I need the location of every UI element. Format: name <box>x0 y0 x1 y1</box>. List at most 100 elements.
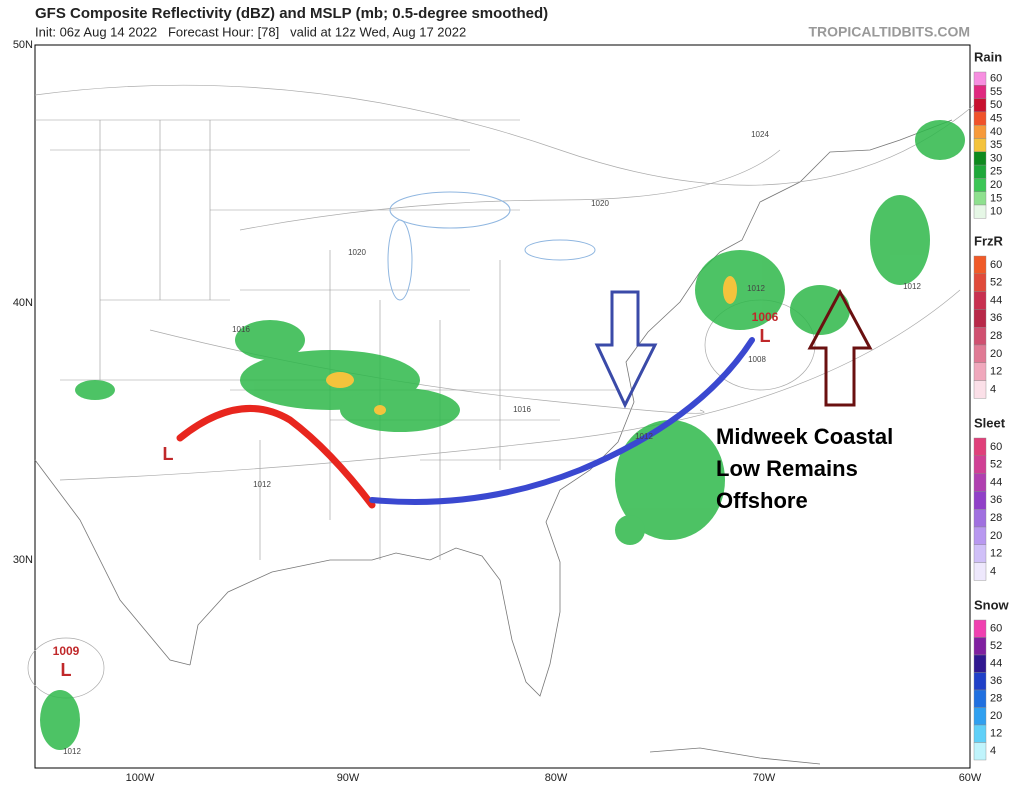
heavy-echoes <box>326 276 737 415</box>
legend-label: 20 <box>990 348 1002 360</box>
legend-swatch <box>973 526 987 545</box>
isobar-label: 1012 <box>253 480 271 489</box>
low-pressure: 1009 <box>53 644 80 658</box>
isobar-label: 1020 <box>348 248 366 257</box>
low-pressure: 1006 <box>752 310 779 324</box>
legend-label: 40 <box>990 126 1002 138</box>
legend-title: FrzR <box>974 233 1004 248</box>
isobar-label: 1012 <box>63 747 81 756</box>
legend-swatch <box>973 138 987 153</box>
legend-label: 44 <box>990 294 1002 306</box>
legend-label: 52 <box>990 640 1002 652</box>
annotation: Midweek Coastal <box>716 424 893 449</box>
legend-label: 36 <box>990 675 1002 687</box>
legend-label: 4 <box>990 745 996 757</box>
legend-label: 36 <box>990 494 1002 506</box>
legend-swatch <box>973 672 987 691</box>
legend-label: 44 <box>990 658 1002 670</box>
lon-label: 60W <box>959 772 982 784</box>
lon-label: 90W <box>337 772 360 784</box>
map-frame <box>34 44 971 769</box>
coastline <box>34 119 953 765</box>
legend-label: 28 <box>990 693 1002 705</box>
legend-label: 4 <box>990 565 996 577</box>
lat-label: 40N <box>13 297 33 309</box>
legend-swatch <box>973 327 987 346</box>
legend-swatch <box>973 491 987 510</box>
legend-swatch <box>973 291 987 310</box>
legend-swatch <box>973 273 987 292</box>
legend-label: 60 <box>990 623 1002 635</box>
annotation: Offshore <box>716 488 808 513</box>
legend-label: 60 <box>990 259 1002 271</box>
legend-swatch <box>973 178 987 192</box>
legend-label: 20 <box>990 710 1002 722</box>
isobar-label: 1012 <box>747 284 765 293</box>
legend-label: 60 <box>990 73 1002 85</box>
legend-swatch <box>973 544 987 563</box>
legend-swatch <box>973 455 987 474</box>
legend-swatch <box>973 204 987 219</box>
legend-label: 60 <box>990 441 1002 453</box>
isobar-label: 1020 <box>591 199 609 208</box>
great-lakes <box>387 191 596 301</box>
low-symbol: L <box>163 444 174 464</box>
legend-label: 52 <box>990 459 1002 471</box>
legend-swatch <box>973 707 987 726</box>
legend-label: 44 <box>990 476 1002 488</box>
legend-label: 12 <box>990 728 1002 740</box>
legend-swatch <box>973 164 987 179</box>
isobar-label: 1024 <box>751 130 769 139</box>
legend-swatch <box>973 255 987 274</box>
legend-label: 52 <box>990 277 1002 289</box>
legend-label: 12 <box>990 366 1002 378</box>
legend-label: 20 <box>990 179 1002 191</box>
legend-swatch <box>973 619 987 638</box>
legend-label: 50 <box>990 99 1002 111</box>
radar-echoes <box>40 120 965 750</box>
legend-label: 28 <box>990 330 1002 342</box>
annotation: Low Remains <box>716 456 858 481</box>
legend-swatch <box>973 437 987 456</box>
legend-title: Snow <box>974 597 1010 612</box>
legend-swatch <box>973 509 987 528</box>
legend-swatch <box>973 724 987 743</box>
legend-swatch <box>973 689 987 708</box>
legend-label: 35 <box>990 139 1002 151</box>
legend-swatch <box>973 124 987 139</box>
low-symbol: L <box>61 660 72 680</box>
isobar-label: 1016 <box>232 325 250 334</box>
low-symbol: L <box>760 326 771 346</box>
legend-label: 25 <box>990 166 1002 178</box>
title: GFS Composite Reflectivity (dBZ) and MSL… <box>35 5 548 22</box>
legend-swatch <box>973 309 987 328</box>
legend-swatch <box>973 362 987 381</box>
lat-label: 30N <box>13 554 33 566</box>
legend-title: Rain <box>974 49 1002 64</box>
legend-swatch <box>973 473 987 492</box>
legend-swatch <box>973 654 987 673</box>
lon-label: 100W <box>126 772 155 784</box>
legend-label: 55 <box>990 86 1002 98</box>
legend-label: 36 <box>990 312 1002 324</box>
legend-swatch <box>973 344 987 363</box>
legend-swatch <box>973 637 987 656</box>
legend-label: 28 <box>990 512 1002 524</box>
arrow-up <box>807 288 873 407</box>
legend-label: 10 <box>990 206 1002 218</box>
legend-label: 20 <box>990 530 1002 542</box>
legend-title: Sleet <box>974 415 1006 430</box>
isobar-label: 1012 <box>903 282 921 291</box>
legend-swatch <box>973 151 987 166</box>
front-red <box>176 405 376 509</box>
legend-swatch <box>973 98 987 113</box>
arrow-down <box>594 290 658 409</box>
lat-label: 50N <box>13 39 33 51</box>
legend-swatch <box>973 742 987 761</box>
legend-label: 30 <box>990 152 1002 164</box>
credit: TROPICALTIDBITS.COM <box>808 24 970 40</box>
isobar-label: 1016 <box>513 405 531 414</box>
isobar-label: 1008 <box>748 355 766 364</box>
legend-swatch <box>973 562 987 581</box>
